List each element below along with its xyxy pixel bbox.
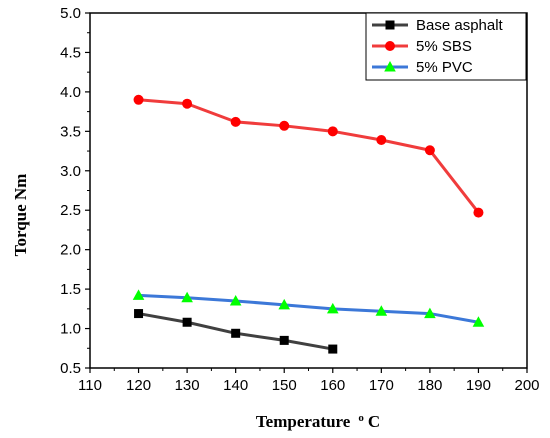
legend-marker [384, 61, 396, 72]
x-axis-title: Temperature o C [256, 408, 380, 431]
data-point [182, 317, 192, 327]
legend: Base asphalt 5% SBS 5% PVC [365, 12, 527, 81]
data-point [182, 98, 193, 109]
x-tick-label: 160 [320, 377, 345, 394]
data-point [132, 289, 145, 300]
y-tick-label: 0.5 [60, 360, 81, 377]
x-tick-label: 150 [272, 377, 297, 394]
series-base-asphalt [134, 309, 338, 354]
series-line [138, 293, 479, 324]
data-point [230, 116, 241, 127]
legend-marker [385, 20, 395, 30]
x-axis-title-unit: C [368, 412, 380, 431]
data-point [424, 145, 435, 156]
data-point [326, 302, 339, 314]
data-point [424, 307, 436, 319]
data-point [134, 309, 144, 319]
x-axis-title-sup: o [358, 412, 364, 424]
legend-item: 5% PVC [372, 59, 473, 76]
data-point [231, 328, 241, 338]
data-point [279, 120, 290, 131]
legend-item: Base asphalt [372, 17, 504, 34]
data-point [375, 305, 388, 316]
data-point [328, 344, 338, 354]
series-layer [132, 94, 485, 354]
data-point [279, 335, 289, 345]
data-point [472, 316, 485, 327]
series-5-sbs [133, 94, 484, 218]
y-tick-label: 1.5 [60, 281, 81, 298]
legend-item: 5% SBS [372, 38, 472, 55]
x-tick-label: 180 [417, 377, 442, 394]
x-tick-label: 140 [223, 377, 248, 394]
y-tick-label: 3.0 [60, 163, 81, 180]
y-tick-label: 4.5 [60, 44, 81, 61]
y-tick-label: 4.0 [60, 84, 81, 101]
y-tick-label: 2.0 [60, 242, 81, 259]
data-point [376, 135, 387, 146]
x-tick-label: 200 [514, 377, 539, 394]
x-tick-label: 110 [78, 377, 102, 394]
x-tick-label: 170 [369, 377, 394, 394]
x-axis-title-text: Temperature [256, 412, 351, 431]
legend-marker [385, 41, 395, 51]
x-tick-label: 120 [126, 377, 151, 394]
x-tick-label: 190 [466, 377, 491, 394]
x-tick-label: 130 [175, 377, 200, 394]
y-tick-label: 1.0 [60, 321, 81, 338]
data-point [229, 294, 242, 306]
y-tick-label: 5.0 [60, 5, 81, 22]
legend-label: 5% SBS [416, 38, 472, 55]
legend-label: Base asphalt [416, 17, 504, 34]
series-line [138, 98, 480, 214]
data-point [327, 126, 338, 137]
series-5-pvc [132, 289, 485, 327]
y-axis-title: Torque Nm [11, 174, 30, 257]
data-point [473, 207, 484, 218]
axes: 110 120 130 140 150 160 170 180 190 200 0.5 1.0 1.5 2… [60, 5, 539, 394]
data-point [133, 94, 144, 105]
y-tick-label: 3.5 [60, 123, 81, 140]
y-tick-label: 2.5 [60, 202, 81, 219]
data-point [278, 298, 291, 310]
legend-label: 5% PVC [416, 59, 473, 76]
data-point [181, 291, 193, 303]
